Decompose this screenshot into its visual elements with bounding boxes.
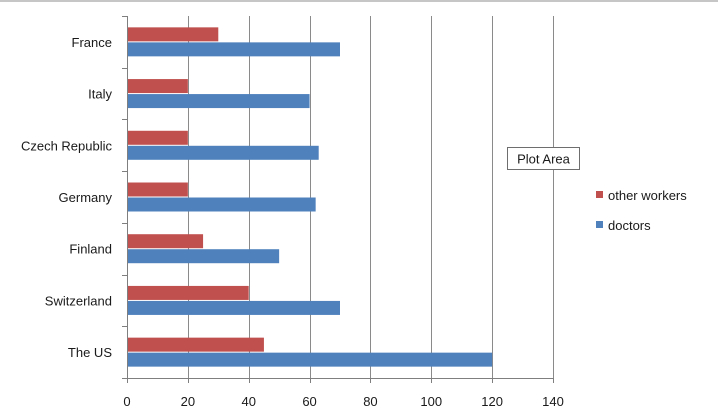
bar-doctors-germany xyxy=(127,197,316,212)
bar-doctors-finland xyxy=(127,249,280,264)
x-tick-label: 0 xyxy=(123,394,130,409)
category-label: Germany xyxy=(59,190,113,205)
bar-doctors-switzerland xyxy=(127,300,340,315)
plot-area-tooltip-label: Plot Area xyxy=(517,152,571,167)
category-label: Finland xyxy=(69,242,112,257)
bar-other-workers-france xyxy=(127,27,219,42)
plot-area-annotation: Plot Area xyxy=(507,147,580,170)
bar-other-workers-switzerland xyxy=(127,285,249,300)
x-tick-label: 100 xyxy=(420,394,442,409)
bar-other-workers-italy xyxy=(127,79,188,94)
category-label: Italy xyxy=(88,87,112,102)
category-label: Switzerland xyxy=(45,293,112,308)
bars xyxy=(127,27,493,367)
category-label: Czech Republic xyxy=(21,138,113,153)
category-label: The US xyxy=(68,345,112,360)
bar-other-workers-germany xyxy=(127,182,188,197)
plot-area-tooltip-box xyxy=(507,147,580,170)
gridlines xyxy=(188,16,554,378)
x-tick-label: 60 xyxy=(302,394,316,409)
axes xyxy=(122,16,554,383)
legend-label: doctors xyxy=(608,218,651,233)
x-tick-label: 20 xyxy=(181,394,195,409)
bar-doctors-czech-republic xyxy=(127,145,319,160)
legend-swatch-other-workers xyxy=(596,191,603,198)
x-tick-label: 140 xyxy=(542,394,564,409)
bar-other-workers-the-us xyxy=(127,337,264,352)
bar-other-workers-finland xyxy=(127,234,204,249)
x-tick-label: 80 xyxy=(363,394,377,409)
x-tick-label: 40 xyxy=(241,394,255,409)
bar-doctors-france xyxy=(127,42,340,57)
bar-doctors-italy xyxy=(127,94,310,109)
legend: other workers doctors xyxy=(596,188,687,233)
labels: France Italy Czech Republic Germany Finland S… xyxy=(21,35,564,409)
category-label: France xyxy=(72,35,112,50)
bar-doctors-the-us xyxy=(127,352,493,367)
x-tick-label: 120 xyxy=(481,394,503,409)
bar-other-workers-czech-republic xyxy=(127,130,188,145)
legend-swatch-doctors xyxy=(596,221,603,228)
legend-label: other workers xyxy=(608,188,687,203)
